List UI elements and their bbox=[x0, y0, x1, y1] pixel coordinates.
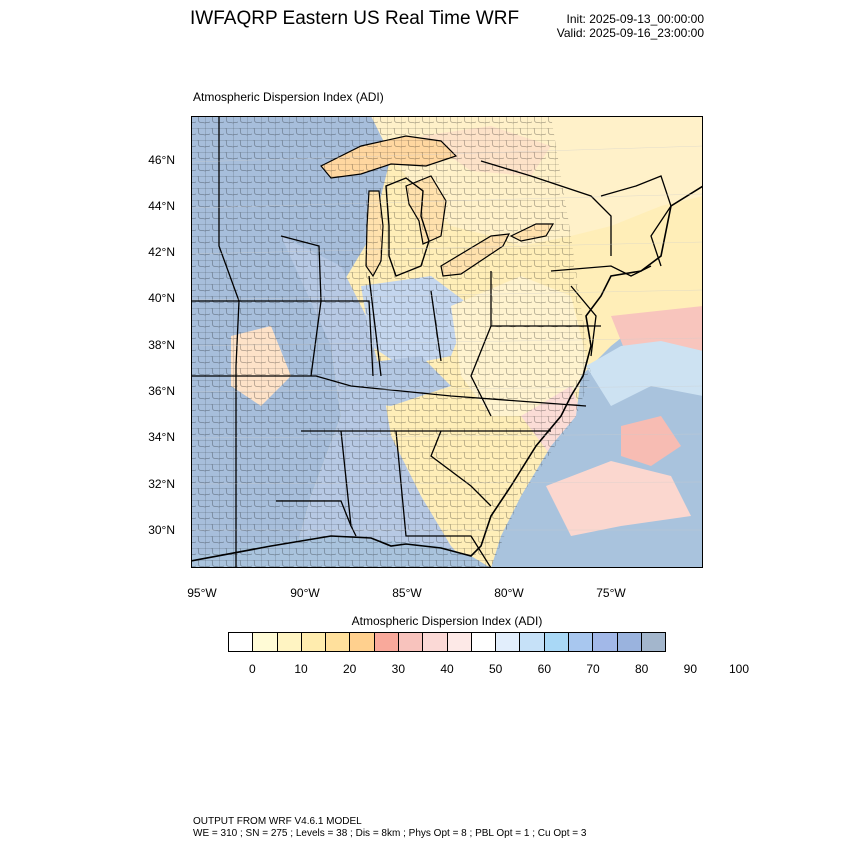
lat-label: 46°N bbox=[148, 153, 175, 167]
colorbar-cell bbox=[471, 633, 497, 651]
east-coastline bbox=[191, 185, 703, 562]
state-borders bbox=[191, 116, 672, 568]
ocean-pink-swirl bbox=[546, 461, 691, 536]
lat-label: 44°N bbox=[148, 199, 175, 213]
lat-label: 38°N bbox=[148, 338, 175, 352]
model-info: OUTPUT FROM WRF V4.6.1 MODEL bbox=[193, 816, 362, 827]
colorbar-tick-label: 70 bbox=[586, 662, 600, 676]
lat-label: 42°N bbox=[148, 245, 175, 259]
colorbar-tick-label: 50 bbox=[488, 662, 503, 676]
colorbar-tick-label: 100 bbox=[728, 662, 750, 676]
colorbar-cell bbox=[277, 633, 302, 651]
colorbar-cell bbox=[496, 633, 521, 651]
colorbar-cell bbox=[544, 633, 569, 651]
colorbar-title: Atmospheric Dispersion Index (ADI) bbox=[351, 614, 543, 628]
init-time: Init: 2025-09-13_00:00:00 bbox=[566, 12, 704, 26]
lat-label: 30°N bbox=[148, 523, 175, 537]
colorbar-tick-label: 0 bbox=[248, 662, 256, 676]
field-title: Atmospheric Dispersion Index (ADI) bbox=[193, 90, 384, 104]
lon-label: 85°W bbox=[392, 586, 422, 600]
ocean-pink-eddy bbox=[621, 416, 681, 466]
colorbar-cell bbox=[568, 633, 594, 651]
colorbar-cell bbox=[593, 633, 618, 651]
lat-label: 36°N bbox=[148, 384, 175, 398]
lon-label: 90°W bbox=[290, 586, 320, 600]
colorbar-tick-label: 80 bbox=[634, 662, 649, 676]
colorbar-cell bbox=[374, 633, 399, 651]
model-settings: WE = 310 ; SN = 275 ; Levels = 38 ; Dis … bbox=[193, 828, 587, 839]
colorbar-cell bbox=[423, 633, 448, 651]
lat-label: 40°N bbox=[148, 291, 175, 305]
colorbar-tick-label: 30 bbox=[391, 662, 405, 676]
colorbar-cell bbox=[301, 633, 327, 651]
colorbar-cell bbox=[617, 633, 642, 651]
colorbar-cell bbox=[350, 633, 375, 651]
colorbar-tick-label: 90 bbox=[683, 662, 697, 676]
map-title: IWFAQRP Eastern US Real Time WRF bbox=[190, 8, 520, 29]
colorbar bbox=[228, 632, 666, 652]
ocean-light-blue bbox=[586, 341, 703, 406]
map-border bbox=[191, 116, 703, 568]
lon-label: 95°W bbox=[187, 586, 217, 600]
colorbar-cell bbox=[641, 633, 666, 651]
map-panel bbox=[191, 116, 703, 568]
colorbar-cell bbox=[447, 633, 472, 651]
colorbar-tick-label: 20 bbox=[342, 662, 357, 676]
lat-label: 32°N bbox=[148, 477, 175, 491]
colorbar-cell bbox=[229, 633, 254, 651]
colorbar-cell bbox=[398, 633, 424, 651]
lon-label: 80°W bbox=[494, 586, 524, 600]
colorbar-cell bbox=[253, 633, 278, 651]
colorbar-tick-label: 60 bbox=[537, 662, 551, 676]
county-grid bbox=[191, 116, 591, 568]
colorbar-tick-label: 40 bbox=[440, 662, 454, 676]
colorbar-tick-label: 10 bbox=[294, 662, 308, 676]
lat-label: 34°N bbox=[148, 430, 175, 444]
valid-time: Valid: 2025-09-16_23:00:00 bbox=[556, 26, 704, 40]
colorbar-cell bbox=[326, 633, 351, 651]
colorbar-cell bbox=[520, 633, 545, 651]
lon-label: 75°W bbox=[596, 586, 626, 600]
graticule bbox=[191, 145, 703, 531]
